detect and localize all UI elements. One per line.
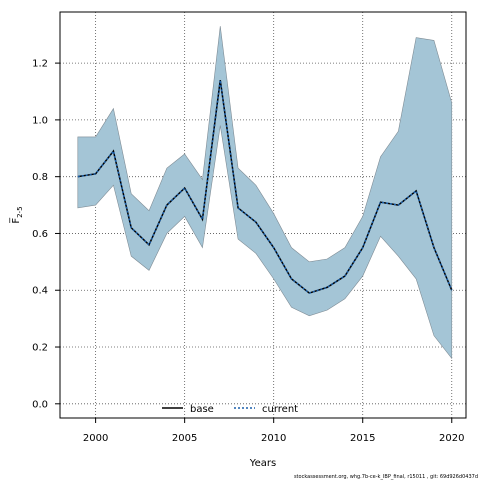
plot-frame xyxy=(59,11,467,419)
legend: base current xyxy=(162,404,298,415)
y-axis-title-main: F̅ xyxy=(9,217,22,224)
x-tick-label: 2000 xyxy=(83,433,108,444)
y-tick-label: 0.6 xyxy=(32,229,48,240)
axis-ticks xyxy=(55,62,453,423)
y-axis-title-subscript: 2-5 xyxy=(16,206,24,217)
series-line-current xyxy=(77,80,453,294)
svg-text:F̅2-5: F̅2-5 xyxy=(9,206,24,223)
x-axis-title: Years xyxy=(249,458,276,469)
axis-tick-labels: 2000 2005 2010 2015 2020 0.0 0.2 0.4 0.6 0.8 1.0 1.… xyxy=(32,59,464,444)
y-tick-label: 0.0 xyxy=(32,399,48,410)
x-tick-label: 2015 xyxy=(350,433,375,444)
credit-text: stockassessment.org, whg.7b-ce-k_IBP_fin… xyxy=(294,474,478,480)
y-axis-title: F̅2-5 xyxy=(9,206,24,223)
y-tick-label: 0.8 xyxy=(32,172,48,183)
x-tick-label: 2005 xyxy=(172,433,197,444)
y-tick-label: 1.2 xyxy=(32,59,48,70)
y-tick-label: 0.4 xyxy=(32,286,48,297)
legend-label-base: base xyxy=(190,404,214,415)
legend-label-current: current xyxy=(262,404,298,415)
x-tick-label: 2010 xyxy=(261,433,286,444)
y-tick-label: 0.2 xyxy=(32,343,48,354)
confidence-band xyxy=(77,26,453,360)
x-tick-label: 2020 xyxy=(439,433,464,444)
y-tick-label: 1.0 xyxy=(32,115,48,126)
